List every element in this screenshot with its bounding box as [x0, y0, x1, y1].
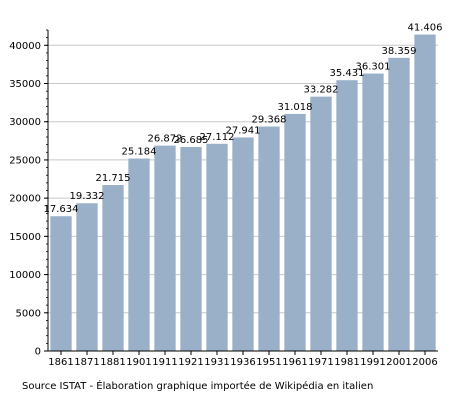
bar-1951: [258, 126, 280, 351]
bar-1901: [128, 158, 150, 351]
bar-1871: [76, 203, 98, 351]
bar-1971: [310, 96, 332, 351]
y-tick-label: 25000: [9, 155, 41, 166]
bar-1911: [154, 145, 176, 351]
x-tick-label-1961: 1961: [282, 357, 307, 368]
bar-1881: [102, 185, 124, 351]
y-tick-label: 20000: [9, 194, 41, 205]
data-label-2001: 38.359: [382, 46, 417, 57]
bar-1991: [362, 73, 384, 351]
data-label-2006: 41.406: [408, 23, 443, 34]
data-label-1921: 26.685: [174, 135, 209, 146]
bar-1961: [284, 113, 306, 351]
x-tick-label-2006: 2006: [412, 357, 437, 368]
bar-1861: [50, 216, 72, 351]
x-tick-label-1991: 1991: [360, 357, 385, 368]
x-tick-label-1981: 1981: [334, 357, 359, 368]
data-label-1871: 19.332: [70, 191, 105, 202]
data-label-1981: 35.431: [330, 68, 365, 79]
bar-2001: [388, 57, 410, 352]
data-label-1901: 25.184: [122, 147, 157, 158]
data-label-1961: 31.018: [278, 102, 313, 113]
x-tick-label-1971: 1971: [308, 357, 333, 368]
data-label-1936: 27.941: [226, 125, 261, 136]
bar-1936: [232, 137, 254, 351]
x-tick-label-2001: 2001: [386, 357, 411, 368]
y-tick-label: 30000: [9, 117, 41, 128]
x-tick-label-1871: 1871: [74, 357, 99, 368]
labels: 0 5000 10000 15000 20000 25000 30000 35000 40000…: [9, 23, 442, 368]
source-note: Source ISTAT - Élaboration graphique imp…: [22, 381, 374, 392]
y-tick-label: 10000: [9, 270, 41, 281]
y-tick-label: 0: [35, 347, 41, 358]
bar-1981: [336, 80, 358, 351]
x-tick-label-1911: 1911: [152, 357, 177, 368]
data-label-1861: 17.634: [44, 204, 79, 215]
bars: [50, 34, 436, 352]
x-tick-label-1951: 1951: [256, 357, 281, 368]
x-tick-label-1921: 1921: [178, 357, 203, 368]
y-tick-label: 40000: [9, 41, 41, 52]
y-tick-label: 35000: [9, 79, 41, 90]
bar-2006: [414, 34, 436, 351]
x-tick-label-1936: 1936: [230, 357, 255, 368]
x-tick-label-1881: 1881: [100, 357, 125, 368]
data-label-1971: 33.282: [304, 85, 339, 96]
x-tick-label-1931: 1931: [204, 357, 229, 368]
data-label-1991: 36.301: [356, 62, 391, 73]
data-label-1931: 27.112: [200, 132, 235, 143]
data-label-1881: 21.715: [96, 173, 131, 184]
bar-1921: [180, 147, 202, 351]
y-tick-label: 5000: [16, 308, 41, 319]
data-label-1911: 26.872: [148, 134, 183, 145]
data-label-1951: 29.368: [252, 115, 287, 126]
y-tick-label: 15000: [9, 232, 41, 243]
x-tick-label-1901: 1901: [126, 357, 151, 368]
bar-1931: [206, 143, 228, 351]
x-tick-label-1861: 1861: [48, 357, 73, 368]
axes: [44, 29, 438, 355]
